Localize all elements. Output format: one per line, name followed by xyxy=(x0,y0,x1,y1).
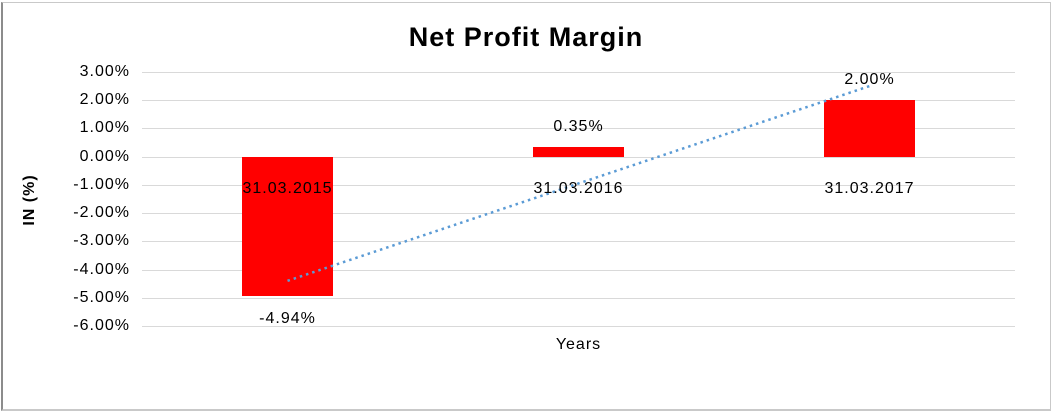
category-label: 31.03.2015 xyxy=(242,179,333,197)
x-axis-title: Years xyxy=(555,336,602,353)
data-label: 0.35% xyxy=(553,117,604,135)
category-label: 31.03.2017 xyxy=(824,179,915,197)
y-tick-label: -6.00% xyxy=(73,317,130,334)
data-label: -4.94% xyxy=(259,310,316,328)
y-tick-label: -2.00% xyxy=(73,204,130,222)
category-label: 31.03.2016 xyxy=(533,179,624,197)
y-tick-label: -1.00% xyxy=(73,175,130,193)
y-tick-label: -5.00% xyxy=(73,288,130,306)
y-tick-label: 2.00% xyxy=(79,91,130,109)
bar-31.03.2016 xyxy=(533,146,624,157)
bar-31.03.2017 xyxy=(824,100,915,157)
chart-border xyxy=(1,2,1051,411)
y-tick-label: 1.00% xyxy=(79,119,130,137)
chart-title: Net Profit Margin xyxy=(408,22,644,52)
y-tick-label: 3.00% xyxy=(79,63,130,80)
y-tick-label: -3.00% xyxy=(73,232,130,250)
bar-31.03.2015 xyxy=(242,156,333,297)
gridline xyxy=(142,72,1015,73)
gridline xyxy=(142,297,1015,299)
y-tick-label: -4.00% xyxy=(73,260,130,278)
data-label: 2.00% xyxy=(844,71,895,89)
y-axis-title: IN (%) xyxy=(21,174,38,226)
y-tick-label: 0.00% xyxy=(79,147,130,165)
gridline xyxy=(142,326,1015,327)
